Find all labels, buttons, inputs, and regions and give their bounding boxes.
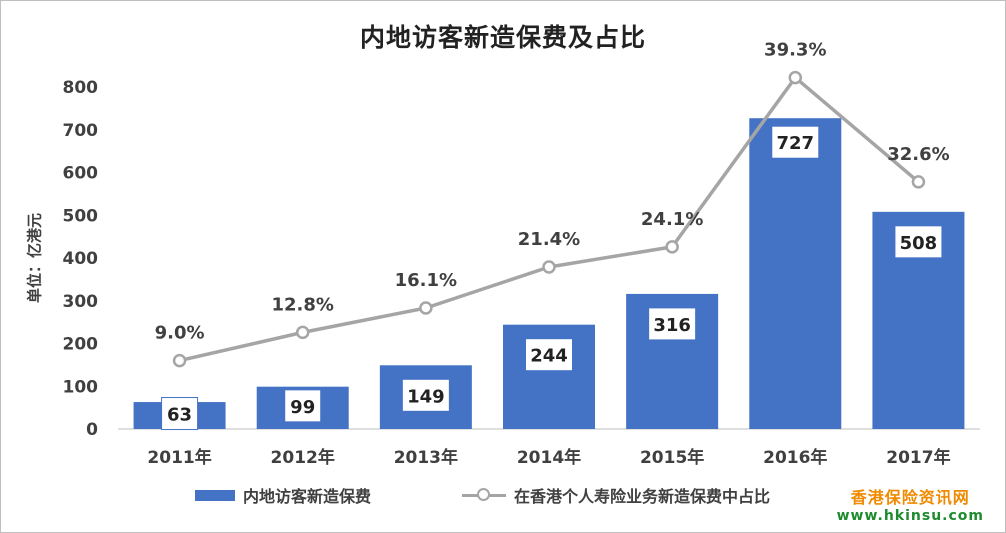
y-tick-label: 100 [63,377,99,397]
x-tick-label: 2017年 [886,447,950,468]
x-tick-label: 2016年 [763,447,827,468]
watermark: 香港保险资讯网 www.hkinsu.com [837,484,984,524]
line-data-labels: 9.0% 12.8% 16.1% 21.4% 24.1% 39.3% 32.6% [155,40,950,344]
bar-data-label-text: 727 [776,133,814,154]
bar-data-label-box [161,397,199,431]
x-tick-label: 2015年 [640,447,704,468]
x-tick-label: 2011年 [147,447,211,468]
bar-data-label-box [525,338,573,372]
bar-data-label: 99 [284,389,322,423]
line-data-label: 9.0% [155,323,205,344]
line-data-label: 12.8% [271,294,333,315]
line-marker [542,260,556,274]
bar-data-label: 316 [648,307,697,341]
line-marker [911,175,926,189]
watermark-site-name: 香港保险资讯网 [850,488,970,507]
y-tick-label: 200 [63,335,99,355]
bar-data-label: 149 [401,378,450,412]
bar-data-label-text: 149 [407,386,445,407]
bar-data-label: 508 [894,225,943,259]
x-tick-label: 2012年 [271,447,335,468]
x-tick-labels: 2011年 2012年 2013年 2014年 2015年 2016年 2017年 [147,447,950,468]
x-tick-label: 2013年 [394,447,458,468]
line-data-label: 24.1% [641,209,703,230]
legend-item-bar: 内地访客新造保费 [195,483,371,507]
bar-data-label-text: 99 [290,397,315,418]
legend-item-line: 在香港个人寿险业务新造保费中占比 [462,483,770,507]
legend-bar-swatch [195,489,235,501]
line-data-label: 39.3% [764,40,826,61]
legend-line-swatch [462,488,506,502]
bar [749,118,842,430]
bar-data-labels: 63 99 149 244 316 727 508 [161,125,943,431]
y-tick-label: 800 [63,78,99,98]
legend-bar-label: 内地访客新造保费 [243,487,372,506]
bar-data-label: 727 [771,125,820,159]
line-series [172,70,926,368]
bar-data-label: 244 [525,338,573,372]
y-tick-label: 300 [63,292,99,312]
bar-data-label-text: 63 [167,405,192,426]
y-tick-labels: 0 100 200 300 400 500 600 700 800 [63,78,99,440]
y-tick-label: 400 [63,249,99,269]
bar-data-label-box [648,307,697,341]
line-marker [665,240,679,254]
y-tick-label: 0 [86,420,98,440]
line-data-label: 21.4% [518,229,580,250]
y-tick-label: 700 [63,121,99,141]
line-marker [419,301,433,315]
bar-data-label-text: 316 [653,315,691,336]
line-marker [295,325,310,340]
line-data-label: 16.1% [395,270,457,291]
bar-data-label-box [401,378,450,412]
legend-line-label: 在香港个人寿险业务新造保费中占比 [514,487,771,506]
bar-data-label-text: 508 [900,233,938,254]
bar-data-label-box [894,225,943,259]
y-tick-label: 500 [63,206,99,226]
line-data-label: 32.6% [887,144,949,165]
x-tick-label: 2014年 [517,447,581,468]
watermark-url: www.hkinsu.com [836,508,984,524]
bar-data-label: 63 [161,397,199,431]
bar-data-label-box [284,389,322,423]
chart-title: 内地访客新造保费及占比 [359,23,646,52]
bar-data-label-box [771,125,820,159]
line-marker [172,353,187,368]
y-tick-label: 600 [63,164,99,184]
bar-data-label-text: 244 [530,346,568,367]
line-marker [788,70,803,85]
legend: 内地访客新造保费 在香港个人寿险业务新造保费中占比 [0,478,1006,508]
